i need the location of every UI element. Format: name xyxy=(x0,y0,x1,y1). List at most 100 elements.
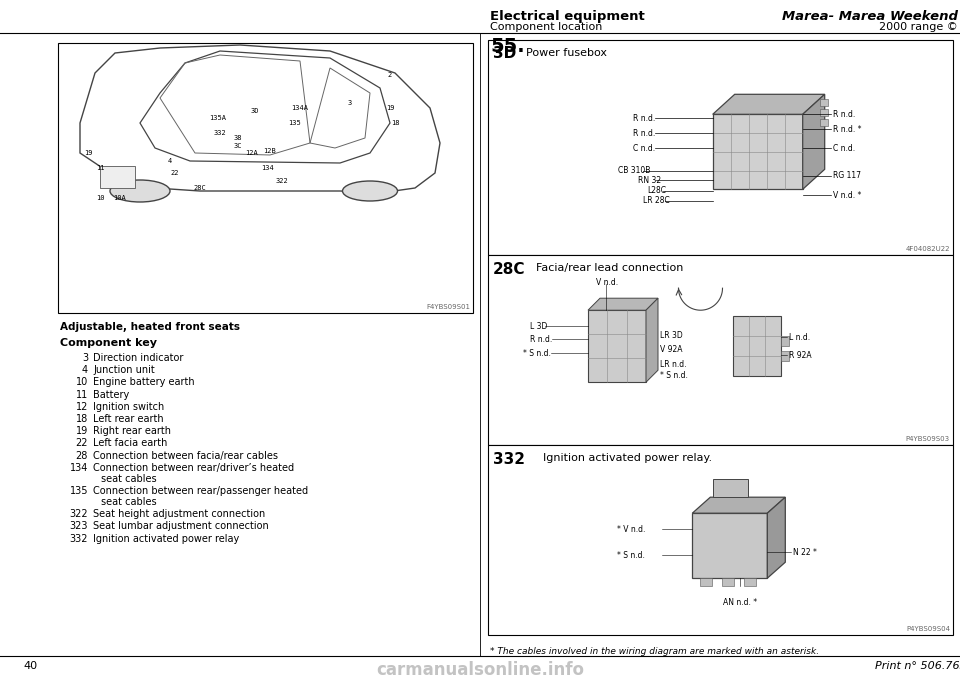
Text: Adjustable, heated front seats: Adjustable, heated front seats xyxy=(60,322,240,332)
Text: 135: 135 xyxy=(289,120,301,126)
Text: Ignition activated power relay.: Ignition activated power relay. xyxy=(543,453,712,463)
Text: carmanualsonline.info: carmanualsonline.info xyxy=(376,661,584,678)
Text: Marea- Marea Weekend: Marea- Marea Weekend xyxy=(782,10,958,23)
Text: 2000 range ©: 2000 range © xyxy=(879,22,958,32)
Text: * S n.d.: * S n.d. xyxy=(523,349,551,358)
Text: 332: 332 xyxy=(214,130,227,136)
Text: 10: 10 xyxy=(76,378,88,387)
Ellipse shape xyxy=(343,181,397,201)
Text: 3: 3 xyxy=(348,100,352,106)
Text: 4: 4 xyxy=(82,365,88,375)
Text: seat cables: seat cables xyxy=(101,497,156,507)
Text: Print n° 506.763/23: Print n° 506.763/23 xyxy=(876,661,960,671)
Text: Component location: Component location xyxy=(490,22,602,32)
Bar xyxy=(744,578,756,586)
Bar xyxy=(692,513,767,578)
Text: 28C: 28C xyxy=(493,262,525,277)
Bar xyxy=(488,255,953,445)
Polygon shape xyxy=(767,497,785,578)
Text: Connection between facia/rear cables: Connection between facia/rear cables xyxy=(93,451,278,460)
Text: 135A: 135A xyxy=(209,115,227,121)
Text: 55.: 55. xyxy=(490,37,524,56)
Text: L n.d.: L n.d. xyxy=(789,333,810,342)
Text: CB 310B: CB 310B xyxy=(617,166,650,175)
Text: 11: 11 xyxy=(76,390,88,399)
Text: C n.d.: C n.d. xyxy=(633,144,655,153)
Bar xyxy=(100,166,135,188)
Text: 12: 12 xyxy=(76,402,88,412)
Text: RG 117: RG 117 xyxy=(832,172,861,180)
Text: L 3D: L 3D xyxy=(530,321,547,331)
Text: P4YBS09S04: P4YBS09S04 xyxy=(906,626,950,632)
Text: 4: 4 xyxy=(168,158,172,164)
Text: Seat lumbar adjustment connection: Seat lumbar adjustment connection xyxy=(93,521,269,532)
Text: 40: 40 xyxy=(23,661,37,671)
Text: L28C: L28C xyxy=(648,186,666,195)
Text: R 92A: R 92A xyxy=(789,351,811,360)
Text: Component key: Component key xyxy=(60,338,157,348)
Text: LR 3D: LR 3D xyxy=(660,331,683,340)
Text: * S n.d.: * S n.d. xyxy=(617,551,645,560)
Polygon shape xyxy=(803,94,825,189)
Text: 11: 11 xyxy=(96,165,105,171)
Text: Ignition activated power relay: Ignition activated power relay xyxy=(93,534,239,544)
Bar xyxy=(781,336,789,346)
Text: 4F04082U22: 4F04082U22 xyxy=(905,246,950,252)
Text: R n.d.: R n.d. xyxy=(832,110,855,119)
Bar xyxy=(712,115,803,189)
Text: 134: 134 xyxy=(262,165,275,171)
Text: 38: 38 xyxy=(233,135,242,141)
Text: Facia/rear lead connection: Facia/rear lead connection xyxy=(536,263,684,273)
Text: 332: 332 xyxy=(69,534,88,544)
Text: 10A: 10A xyxy=(113,195,127,201)
Text: R n.d. *: R n.d. * xyxy=(832,125,861,134)
Bar xyxy=(700,578,712,586)
Text: Ignition switch: Ignition switch xyxy=(93,402,164,412)
Polygon shape xyxy=(588,298,658,311)
Text: 12B: 12B xyxy=(264,148,276,154)
Bar xyxy=(713,479,748,497)
Polygon shape xyxy=(712,94,825,115)
Text: Engine battery earth: Engine battery earth xyxy=(93,378,195,387)
Text: LR n.d.: LR n.d. xyxy=(660,360,686,369)
Text: * V n.d.: * V n.d. xyxy=(617,525,646,534)
Text: N 22 *: N 22 * xyxy=(793,548,817,557)
Text: F4YBS09S01: F4YBS09S01 xyxy=(426,304,470,310)
Text: 22: 22 xyxy=(76,439,88,448)
Text: Left facia earth: Left facia earth xyxy=(93,439,167,448)
Text: 18: 18 xyxy=(76,414,88,424)
Bar xyxy=(820,99,828,106)
Text: 19: 19 xyxy=(76,426,88,436)
Text: Connection between rear/driver’s heated: Connection between rear/driver’s heated xyxy=(93,463,294,473)
Text: RN 32: RN 32 xyxy=(637,176,660,185)
Text: 22: 22 xyxy=(171,170,180,176)
Text: 3: 3 xyxy=(82,353,88,363)
Text: 3C: 3C xyxy=(233,143,242,149)
Ellipse shape xyxy=(110,180,170,202)
Text: 323: 323 xyxy=(69,521,88,532)
Bar xyxy=(820,119,828,126)
Text: 19: 19 xyxy=(386,105,395,111)
Text: 12A: 12A xyxy=(246,150,258,156)
Bar xyxy=(781,351,789,361)
Text: C n.d.: C n.d. xyxy=(832,144,854,153)
Text: 3D: 3D xyxy=(251,108,259,114)
Text: 19: 19 xyxy=(84,150,92,156)
Polygon shape xyxy=(646,298,658,382)
Text: 28: 28 xyxy=(76,451,88,460)
Text: 134: 134 xyxy=(70,463,88,473)
Text: P4YBS09S03: P4YBS09S03 xyxy=(906,436,950,442)
Text: Power fusebox: Power fusebox xyxy=(526,48,607,58)
Text: 2: 2 xyxy=(388,72,392,78)
Text: 322: 322 xyxy=(276,178,288,184)
Bar xyxy=(722,578,734,586)
Text: R n.d.: R n.d. xyxy=(530,334,552,344)
Bar xyxy=(588,311,646,382)
Text: seat cables: seat cables xyxy=(101,474,156,484)
Text: * S n.d.: * S n.d. xyxy=(660,370,688,380)
Bar xyxy=(488,445,953,635)
Text: Connection between rear/passenger heated: Connection between rear/passenger heated xyxy=(93,486,308,496)
Text: 134A: 134A xyxy=(292,105,308,111)
Text: Battery: Battery xyxy=(93,390,130,399)
Polygon shape xyxy=(692,497,785,513)
